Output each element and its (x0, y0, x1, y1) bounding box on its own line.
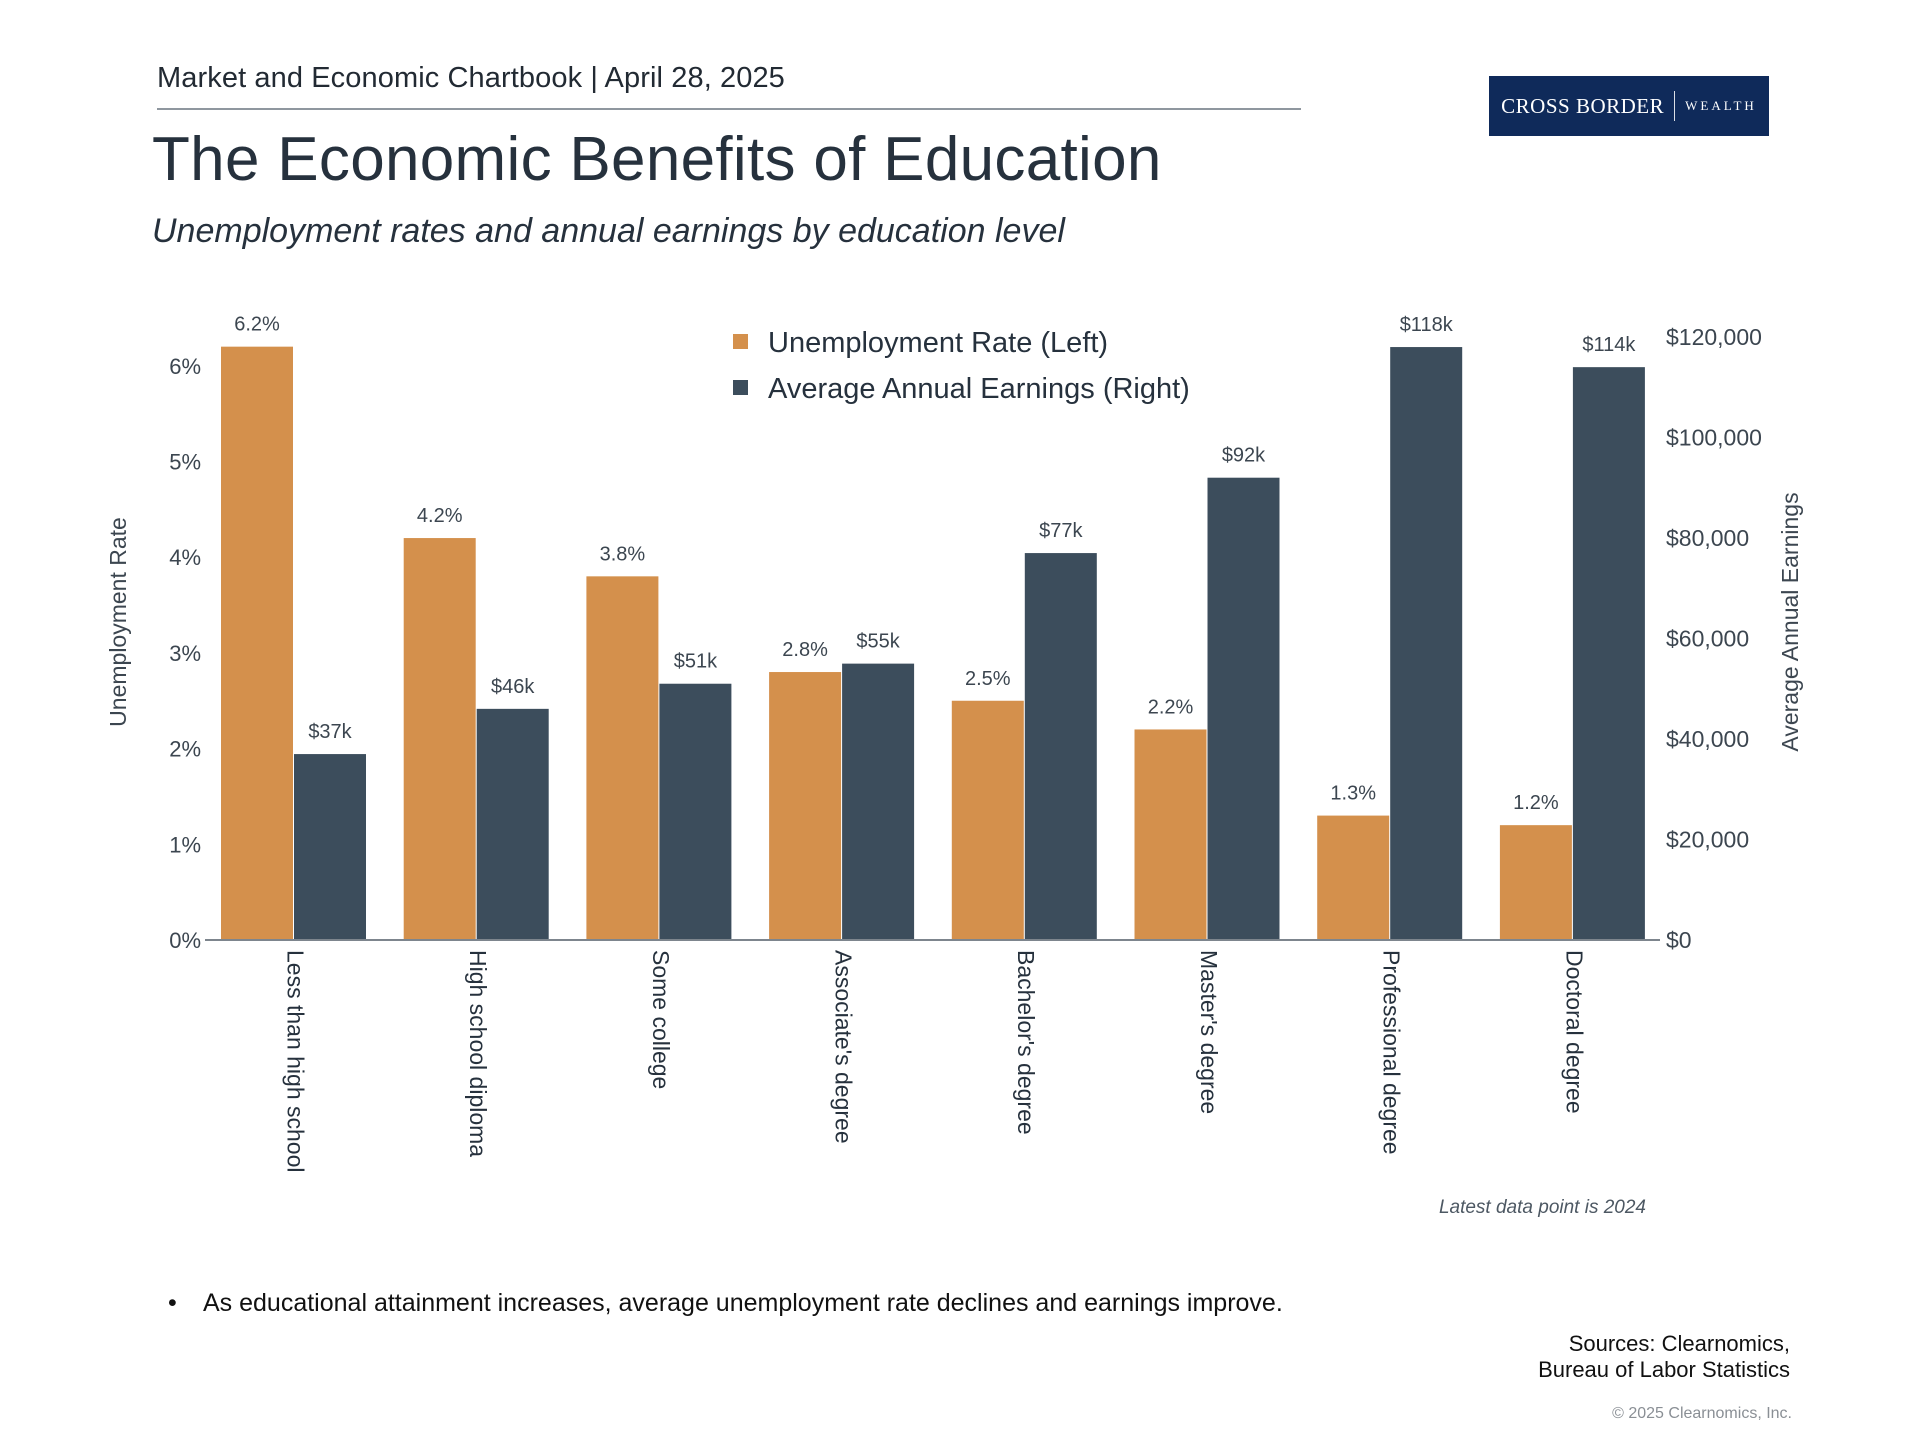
right-axis-tick-label: $40,000 (1666, 726, 1749, 752)
earnings-bar (659, 683, 732, 940)
earnings-bar (294, 754, 366, 940)
earnings-bar (1024, 553, 1097, 940)
copyright: © 2025 Clearnomics, Inc. (1612, 1405, 1792, 1422)
x-axis-category-label: Master's degree (1196, 950, 1222, 1114)
unemployment-data-label: 1.2% (1513, 792, 1559, 814)
logo-tagline: WEALTH (1685, 98, 1757, 113)
earnings-data-label: $77k (1039, 520, 1083, 542)
brand-logo: CROSS BORDER WEALTH (1489, 76, 1769, 136)
x-axis-category-label: Some college (648, 950, 674, 1089)
earnings-data-label: $51k (674, 651, 718, 673)
right-axis-tick-label: $60,000 (1666, 626, 1749, 652)
bullet-dot: • (168, 1289, 177, 1317)
earnings-bar (1390, 347, 1463, 940)
unemployment-bar (769, 672, 842, 940)
left-axis-tick-label: 0% (169, 928, 201, 953)
legend-label-unemployment: Unemployment Rate (Left) (768, 327, 1108, 359)
right-axis-title: Average Annual Earnings (1777, 492, 1803, 751)
page-title: The Economic Benefits of Education (152, 125, 1162, 194)
x-axis-category-label: Bachelor's degree (1013, 950, 1039, 1135)
unemployment-data-label: 4.2% (417, 505, 463, 527)
unemployment-data-label: 2.8% (782, 639, 828, 661)
unemployment-bar (1317, 815, 1390, 940)
left-axis-tick-label: 2% (169, 737, 201, 762)
key-takeaway-text: As educational attainment increases, ave… (203, 1289, 1283, 1317)
earnings-data-label: $92k (1222, 445, 1266, 467)
earnings-bar (476, 708, 549, 940)
unemployment-bar (1499, 825, 1572, 940)
logo-divider (1674, 91, 1676, 121)
sources: Sources: Clearnomics, Bureau of Labor St… (1538, 1331, 1790, 1383)
unemployment-data-label: 2.5% (965, 668, 1011, 690)
unemployment-data-label: 1.3% (1330, 783, 1376, 805)
right-axis-tick-label: $100,000 (1666, 425, 1762, 451)
x-axis-category-label: High school diploma (465, 950, 491, 1157)
earnings-data-label: $37k (308, 721, 352, 743)
legend-swatch-unemployment (733, 334, 748, 349)
earnings-bar (1572, 367, 1645, 940)
right-axis-tick-label: $120,000 (1666, 324, 1762, 350)
x-axis-category-label: Professional degree (1379, 950, 1405, 1155)
right-axis-tick-label: $80,000 (1666, 525, 1749, 551)
left-axis-tick-label: 5% (169, 450, 201, 475)
x-axis-category-label: Less than high school (282, 950, 308, 1173)
unemployment-data-label: 3.8% (600, 543, 646, 565)
data-note: Latest data point is 2024 (1438, 1197, 1646, 1218)
sources-line-2: Bureau of Labor Statistics (1538, 1357, 1790, 1382)
x-axis-category-label: Associate's degree (831, 950, 857, 1144)
unemployment-bar (403, 538, 476, 940)
earnings-data-label: $46k (491, 676, 535, 698)
unemployment-bar (221, 346, 293, 940)
left-axis-title: Unemployment Rate (105, 517, 131, 727)
unemployment-data-label: 6.2% (234, 314, 280, 336)
earnings-bar (842, 663, 915, 940)
left-axis-tick-label: 3% (169, 641, 201, 666)
legend-label-earnings: Average Annual Earnings (Right) (768, 373, 1190, 405)
sources-line-1: Sources: Clearnomics, (1568, 1331, 1790, 1356)
unemployment-bar (1134, 729, 1207, 940)
right-axis-tick-label: $20,000 (1666, 827, 1749, 853)
left-axis-tick-label: 4% (169, 545, 201, 570)
unemployment-bar (951, 700, 1024, 940)
earnings-data-label: $55k (856, 631, 900, 653)
left-axis-tick-label: 6% (169, 354, 201, 379)
page-subtitle: Unemployment rates and annual earnings b… (152, 212, 1065, 250)
unemployment-bar (586, 576, 659, 940)
earnings-data-label: $114k (1582, 334, 1636, 356)
unemployment-data-label: 2.2% (1148, 696, 1194, 718)
header-divider (157, 108, 1301, 110)
chartbook-header: Market and Economic Chartbook | April 28… (157, 62, 785, 94)
legend-swatch-earnings (733, 380, 748, 395)
earnings-bar (1207, 477, 1280, 940)
x-axis-category-label: Doctoral degree (1561, 950, 1587, 1114)
left-axis-tick-label: 1% (169, 832, 201, 857)
logo-brand-text: CROSS BORDER (1501, 93, 1665, 118)
right-axis-tick-label: $0 (1666, 927, 1692, 953)
earnings-data-label: $118k (1400, 314, 1454, 336)
